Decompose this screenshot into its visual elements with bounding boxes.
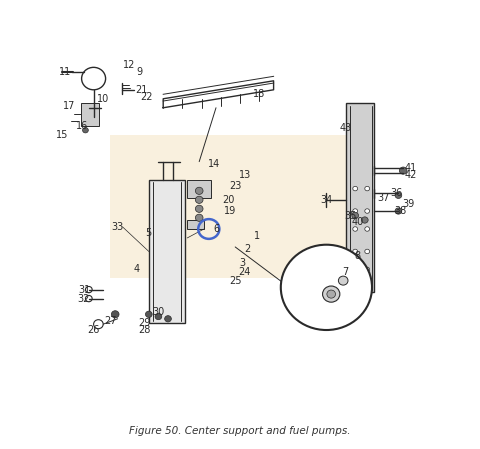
Text: 19: 19	[224, 206, 237, 216]
Text: 25: 25	[229, 276, 241, 286]
Bar	[149, 180, 185, 323]
Text: 22: 22	[140, 92, 153, 101]
Circle shape	[395, 208, 402, 214]
Circle shape	[155, 313, 162, 320]
Text: 39: 39	[402, 199, 414, 209]
Circle shape	[195, 196, 203, 203]
Circle shape	[353, 227, 358, 231]
Circle shape	[83, 128, 88, 133]
Circle shape	[365, 209, 370, 213]
FancyBboxPatch shape	[187, 220, 204, 229]
Text: 28: 28	[138, 325, 150, 335]
Bar	[346, 103, 374, 292]
Text: 33: 33	[111, 222, 124, 232]
Text: 1: 1	[254, 231, 260, 241]
Text: 18: 18	[253, 89, 265, 99]
Bar	[295, 274, 322, 301]
Text: 43: 43	[339, 123, 352, 133]
Circle shape	[327, 290, 336, 298]
Text: 30: 30	[152, 307, 165, 317]
Circle shape	[353, 249, 358, 254]
Text: 9: 9	[136, 67, 142, 77]
Text: 27: 27	[104, 316, 117, 326]
Circle shape	[353, 186, 358, 191]
Text: 26: 26	[87, 325, 100, 335]
Text: 15: 15	[56, 130, 69, 140]
Circle shape	[395, 192, 402, 198]
Text: 12: 12	[123, 60, 136, 70]
Circle shape	[365, 267, 370, 272]
Circle shape	[195, 205, 203, 212]
Text: 16: 16	[75, 121, 88, 131]
Text: 5: 5	[145, 229, 152, 238]
Text: 24: 24	[239, 267, 251, 277]
Circle shape	[145, 311, 152, 317]
FancyBboxPatch shape	[283, 135, 370, 278]
Text: 38: 38	[395, 206, 407, 216]
Text: 34: 34	[320, 195, 333, 205]
FancyBboxPatch shape	[197, 135, 283, 278]
Text: 40: 40	[351, 217, 364, 227]
Circle shape	[165, 316, 171, 322]
Circle shape	[195, 187, 203, 194]
Circle shape	[361, 217, 368, 223]
Text: 11: 11	[59, 67, 71, 77]
Bar	[81, 103, 99, 126]
Text: 3: 3	[240, 258, 245, 268]
Circle shape	[323, 286, 340, 302]
Text: 37: 37	[378, 193, 390, 202]
Text: 29: 29	[138, 318, 150, 328]
Text: 8: 8	[355, 251, 360, 261]
Circle shape	[111, 311, 119, 318]
Circle shape	[352, 212, 359, 219]
Circle shape	[353, 209, 358, 213]
Text: 14: 14	[207, 159, 220, 169]
Text: 23: 23	[229, 181, 241, 191]
Text: 6: 6	[213, 224, 219, 234]
Text: 2: 2	[244, 244, 251, 254]
Text: 35: 35	[344, 211, 357, 220]
Text: 31: 31	[78, 285, 90, 295]
Circle shape	[365, 249, 370, 254]
FancyBboxPatch shape	[110, 135, 197, 278]
Text: 21: 21	[135, 85, 148, 95]
Text: 32: 32	[78, 294, 90, 304]
Circle shape	[365, 186, 370, 191]
Text: 20: 20	[222, 195, 234, 205]
Circle shape	[353, 267, 358, 272]
Circle shape	[399, 167, 407, 174]
Text: Figure 50. Center support and fuel pumps.: Figure 50. Center support and fuel pumps…	[129, 426, 351, 436]
Text: 36: 36	[390, 188, 402, 198]
Text: 13: 13	[239, 170, 251, 180]
Circle shape	[338, 276, 348, 285]
Circle shape	[195, 214, 203, 221]
Circle shape	[281, 245, 372, 330]
Text: 7: 7	[342, 267, 349, 277]
Text: 4: 4	[134, 264, 140, 274]
Text: 17: 17	[63, 101, 76, 110]
Circle shape	[365, 227, 370, 231]
Text: 41: 41	[404, 163, 417, 173]
Text: 10: 10	[97, 94, 109, 104]
Text: 42: 42	[404, 170, 417, 180]
FancyBboxPatch shape	[187, 180, 211, 198]
